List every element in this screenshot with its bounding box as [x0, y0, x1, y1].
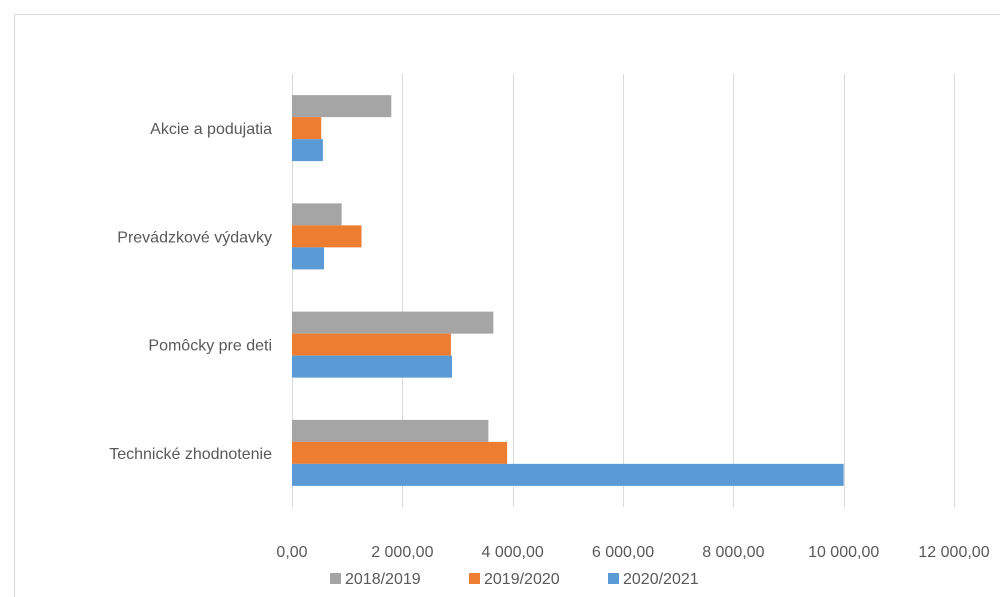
category-labels: Akcie a podujatia Prevádzkové výdavky Pomô…	[109, 121, 272, 463]
bars	[292, 95, 844, 486]
legend-swatch-1	[330, 573, 341, 584]
bar-4-series-2	[292, 441, 508, 464]
x-tick-label-2: 4 000,00	[482, 544, 544, 561]
bar-1-series-3	[292, 139, 323, 162]
bar-4-series-1	[292, 419, 489, 442]
bar-1-series-1	[292, 95, 392, 118]
bar-3-series-3	[292, 355, 452, 378]
legend-label-2: 2019/2020	[484, 571, 560, 588]
bar-2-series-2	[292, 225, 362, 248]
bar-3-series-1	[292, 311, 494, 334]
category-label-4: Technické zhodnotenie	[109, 446, 272, 463]
category-label-3: Pomôcky pre deti	[148, 338, 272, 355]
legend-swatch-3	[608, 573, 619, 584]
x-tick-label-4: 8 000,00	[702, 544, 764, 561]
x-tick-label-1: 2 000,00	[371, 544, 433, 561]
x-tick-label-3: 6 000,00	[592, 544, 654, 561]
bar-4-series-3	[292, 463, 844, 486]
x-tick-labels: 0,00 2 000,00 4 000,00 6 000,00 8 000,00 10 0…	[276, 544, 989, 561]
legend-label-1: 2018/2019	[345, 571, 421, 588]
bar-1-series-2	[292, 117, 322, 140]
x-tick-label-0: 0,00	[276, 544, 307, 561]
x-tick-label-5: 10 000,00	[808, 544, 879, 561]
legend-swatch-2	[469, 573, 480, 584]
x-tick-label-6: 12 000,00	[918, 544, 989, 561]
bar-2-series-1	[292, 203, 342, 226]
chart-frame	[14, 14, 1000, 597]
bar-3-series-2	[292, 333, 451, 356]
category-label-1: Akcie a podujatia	[150, 121, 272, 138]
legend: 2018/2019 2019/2020 2020/2021	[330, 571, 699, 588]
category-label-2: Prevádzkové výdavky	[117, 229, 272, 246]
legend-label-3: 2020/2021	[623, 571, 699, 588]
bar-2-series-3	[292, 247, 324, 270]
